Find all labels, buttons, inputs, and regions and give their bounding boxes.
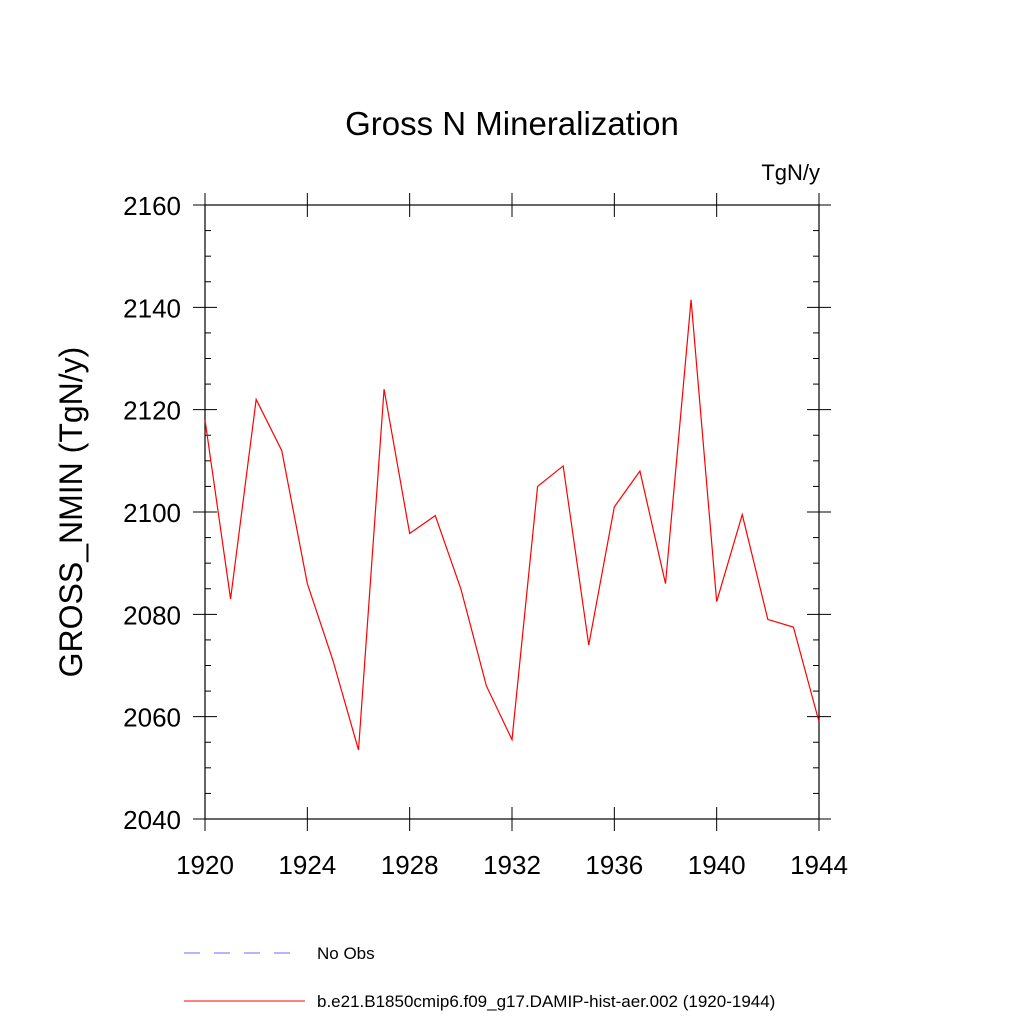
series-layer — [204, 299, 820, 751]
y-tick-label: 2160 — [123, 191, 181, 221]
y-tick-label: 2140 — [123, 293, 181, 323]
x-tick-label: 1944 — [790, 850, 848, 880]
series-line — [204, 299, 820, 751]
y-tick-label: 2080 — [123, 600, 181, 630]
legend-label: b.e21.B1850cmip6.f09_g17.DAMIP-hist-aer.… — [317, 992, 775, 1011]
legend: No Obs b.e21.B1850cmip6.f09_g17.DAMIP-his… — [184, 944, 775, 1011]
x-axis-ticks: 1920 1924 1928 1932 1936 1940 1944 — [176, 193, 848, 880]
y-tick-label: 2040 — [123, 805, 181, 835]
x-tick-label: 1924 — [278, 850, 336, 880]
legend-label: No Obs — [317, 944, 375, 963]
x-tick-label: 1920 — [176, 850, 234, 880]
y-axis-ticks: 2040 2060 2080 2100 2120 2140 2160 — [123, 191, 831, 835]
y-tick-label: 2100 — [123, 498, 181, 528]
x-tick-label: 1940 — [688, 850, 746, 880]
x-tick-label: 1928 — [381, 850, 439, 880]
y-tick-label: 2120 — [123, 396, 181, 426]
y-axis-label: GROSS_NMIN (TgN/y) — [53, 347, 89, 678]
units-label: TgN/y — [761, 160, 820, 185]
plot-frame — [204, 204, 820, 820]
chart-title: Gross N Mineralization — [345, 105, 679, 142]
x-tick-label: 1936 — [585, 850, 643, 880]
y-tick-label: 2060 — [123, 703, 181, 733]
x-tick-label: 1932 — [483, 850, 541, 880]
